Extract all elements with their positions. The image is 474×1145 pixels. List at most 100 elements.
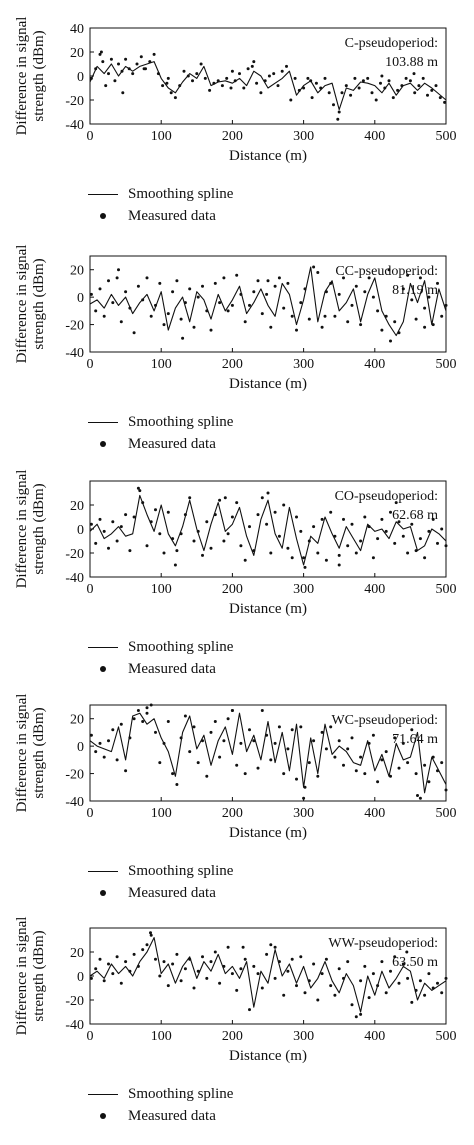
x-tick-label: 100	[151, 129, 172, 144]
measured-data-point	[384, 750, 388, 754]
measured-data-point	[396, 88, 400, 92]
measured-data-point	[94, 967, 98, 971]
measured-data-point	[222, 276, 226, 280]
measured-data-point	[131, 72, 135, 76]
measured-data-point	[120, 69, 124, 73]
measured-data-point	[107, 739, 110, 743]
measured-data-point	[423, 556, 427, 560]
measured-data-point	[149, 931, 152, 935]
y-tick-label: 0	[77, 740, 84, 755]
measured-data-point	[380, 328, 384, 332]
measured-data-point	[333, 534, 337, 538]
legend-label-measured-data: Measured data	[128, 208, 216, 224]
x-tick-label: 400	[364, 1029, 385, 1044]
measured-data-point	[397, 766, 401, 770]
measured-data-point	[319, 86, 323, 90]
x-tick-label: 100	[151, 582, 172, 597]
measured-data-point	[295, 328, 298, 332]
measured-data-point	[188, 957, 192, 961]
measured-data-point	[316, 271, 320, 274]
measured-data-point	[337, 110, 341, 114]
measured-data-point	[436, 769, 439, 773]
measured-data-point	[255, 81, 259, 85]
measured-data-point	[342, 763, 345, 767]
y-axis-label-line-2: strength (dBm)	[31, 483, 47, 574]
y-tick-label: 0	[77, 70, 84, 85]
measured-data-point	[380, 74, 384, 78]
measured-data-point	[320, 517, 324, 521]
measured-data-point	[277, 960, 281, 964]
measured-data-point	[397, 331, 401, 335]
measured-data-point	[397, 981, 401, 985]
measured-data-point	[148, 60, 152, 64]
measured-data-point	[410, 522, 414, 526]
measured-data-point	[226, 532, 230, 536]
measured-data-point	[239, 741, 243, 745]
measured-data-point	[346, 747, 350, 751]
measured-data-point	[290, 728, 294, 732]
measured-data-point	[359, 979, 363, 983]
measured-data-point	[332, 103, 335, 107]
measured-data-point	[418, 276, 422, 280]
measured-data-point	[414, 549, 418, 553]
measured-data-point	[444, 788, 448, 792]
chart-legend: Smoothing spline Measured data	[88, 861, 348, 905]
plot-frame	[89, 704, 447, 802]
measured-data-point	[416, 794, 419, 797]
chart-panel-1: 0 100 200 300 400 500 -40 -20 0 20 40 Distance (m) D…	[0, 0, 474, 224]
measured-data-point	[222, 739, 226, 743]
measured-data-point	[290, 556, 294, 560]
measured-data-point	[127, 67, 131, 71]
x-tick-label: 300	[293, 582, 314, 597]
measured-data-point	[145, 276, 149, 280]
x-tick-label: 300	[293, 806, 314, 821]
measured-data-point	[312, 525, 316, 529]
measured-data-point	[115, 955, 119, 959]
measured-data-point	[117, 62, 120, 66]
measured-data-point	[223, 496, 227, 500]
smoothing-spline-line	[89, 61, 447, 111]
measured-data-point	[393, 736, 397, 740]
measured-data-point	[199, 62, 203, 66]
measured-data-point	[145, 711, 149, 715]
measured-data-point	[250, 64, 254, 68]
legend-item-measured-data: Measured data	[88, 659, 348, 681]
chart-panel-2: 0 100 200 300 400 500 -40 -20 0 20 Distance (m) Dif…	[0, 228, 474, 452]
measured-data-point	[212, 81, 216, 85]
x-tick-label: 500	[436, 1029, 457, 1044]
measured-data-point	[299, 301, 303, 305]
measured-data-point	[89, 522, 93, 526]
measured-data-point	[154, 730, 157, 734]
chart-panel-5: 0 100 200 300 400 500 -40 -20 0 20 Distance (m) Dif…	[0, 900, 474, 1124]
measured-data-point	[337, 563, 341, 567]
measured-data-point	[320, 972, 324, 976]
measured-data-point	[320, 325, 324, 329]
measured-data-point	[192, 325, 196, 329]
x-tick-label: 300	[293, 1029, 314, 1044]
measured-data-point	[141, 298, 145, 302]
measured-data-point	[175, 952, 179, 956]
measured-data-point	[145, 706, 149, 710]
measured-data-point	[117, 268, 120, 272]
measured-data-point	[183, 513, 187, 517]
x-tick-label: 100	[151, 806, 172, 821]
measured-data-point	[181, 336, 185, 340]
measured-data-point	[218, 498, 222, 502]
measured-data-point	[269, 943, 273, 947]
legend-line-swatch	[88, 1094, 118, 1095]
measured-data-point	[376, 537, 380, 541]
measured-data-point	[89, 733, 93, 737]
measured-data-point	[440, 761, 444, 765]
measured-data-point	[179, 736, 183, 740]
measured-data-point	[312, 265, 316, 269]
measured-data-point	[252, 549, 256, 553]
measured-data-point	[359, 323, 363, 327]
measured-data-point	[312, 739, 316, 743]
x-tick-label: 500	[436, 129, 457, 144]
legend-dot-swatch	[100, 890, 106, 896]
measured-data-point	[418, 796, 422, 800]
y-tick-label: 0	[77, 970, 84, 985]
measured-data-point	[248, 1008, 251, 1012]
measured-data-point	[175, 549, 179, 553]
measured-data-point	[256, 279, 260, 283]
